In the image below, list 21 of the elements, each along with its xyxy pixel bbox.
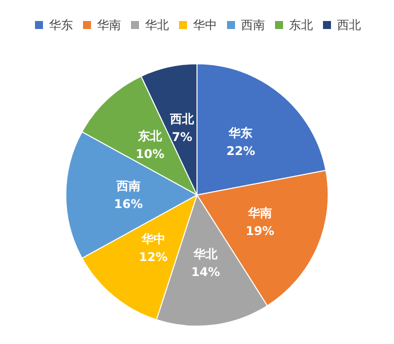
- data-label: 12%: [138, 250, 168, 264]
- slice-label: 华东: [228, 126, 253, 140]
- slice-label: 东北: [137, 128, 164, 143]
- legend-label: 华中: [193, 18, 217, 32]
- data-label: 14%: [191, 265, 220, 280]
- slice-label: 西北: [169, 112, 196, 126]
- data-label: 10%: [136, 146, 164, 161]
- data-label: 22%: [226, 144, 256, 158]
- legend-label: 西南: [241, 18, 265, 32]
- slice-label: 华北: [192, 247, 219, 262]
- legend-label: 华东: [49, 18, 73, 32]
- data-label: 16%: [114, 196, 143, 211]
- data-label: 7%: [172, 130, 192, 144]
- legend-label: 华北: [145, 18, 169, 32]
- slice-label: 华南: [246, 206, 272, 220]
- slice-label: 西南: [115, 178, 140, 193]
- slice-label: 华中: [140, 232, 166, 246]
- data-label: 19%: [246, 224, 274, 238]
- legend-label: 西北: [337, 18, 361, 32]
- legend-label: 华南: [97, 18, 121, 32]
- legend-label: 东北: [289, 18, 313, 32]
